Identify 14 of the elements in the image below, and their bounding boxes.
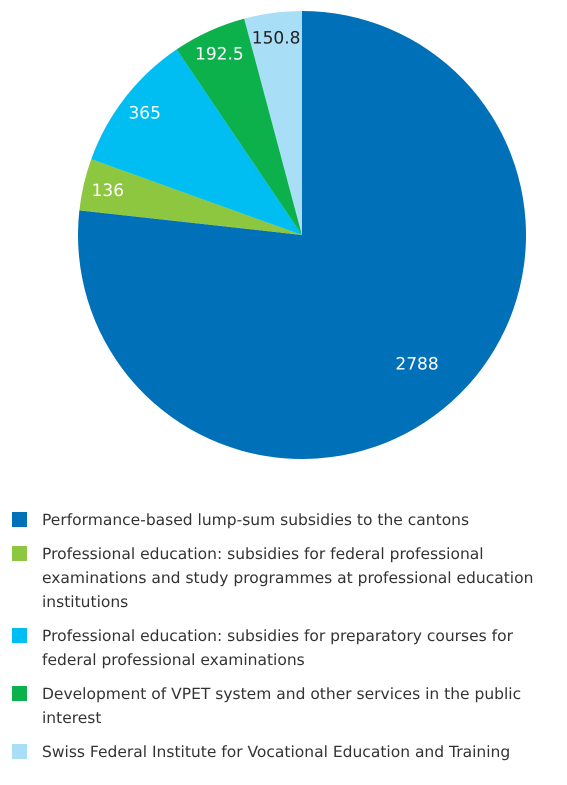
pie-slice	[176, 18, 302, 235]
data-label: 192.5	[195, 44, 244, 65]
data-label: 150.8	[252, 28, 300, 48]
legend-label: Development of VPET system and other services in the public interest	[42, 684, 522, 729]
pie-slice	[78, 11, 526, 459]
legend-label: Performance-based lump-sum subsidies to the cantons	[42, 510, 470, 531]
data-label: 365	[128, 104, 161, 124]
data-label: 136	[92, 180, 124, 201]
legend-label: Swiss Federal Institute for Vocational Education and Training	[42, 742, 512, 763]
data-label: 2788	[395, 354, 439, 374]
legend-label: Professional education: subsidies for preparatory courses for federal professional examinations	[42, 626, 514, 671]
pie-slice	[79, 159, 302, 235]
legend-label: Professional education: subsidies for federal professional examinations and study programmes at professional education institutions	[42, 544, 534, 613]
pie-slice	[244, 11, 302, 235]
